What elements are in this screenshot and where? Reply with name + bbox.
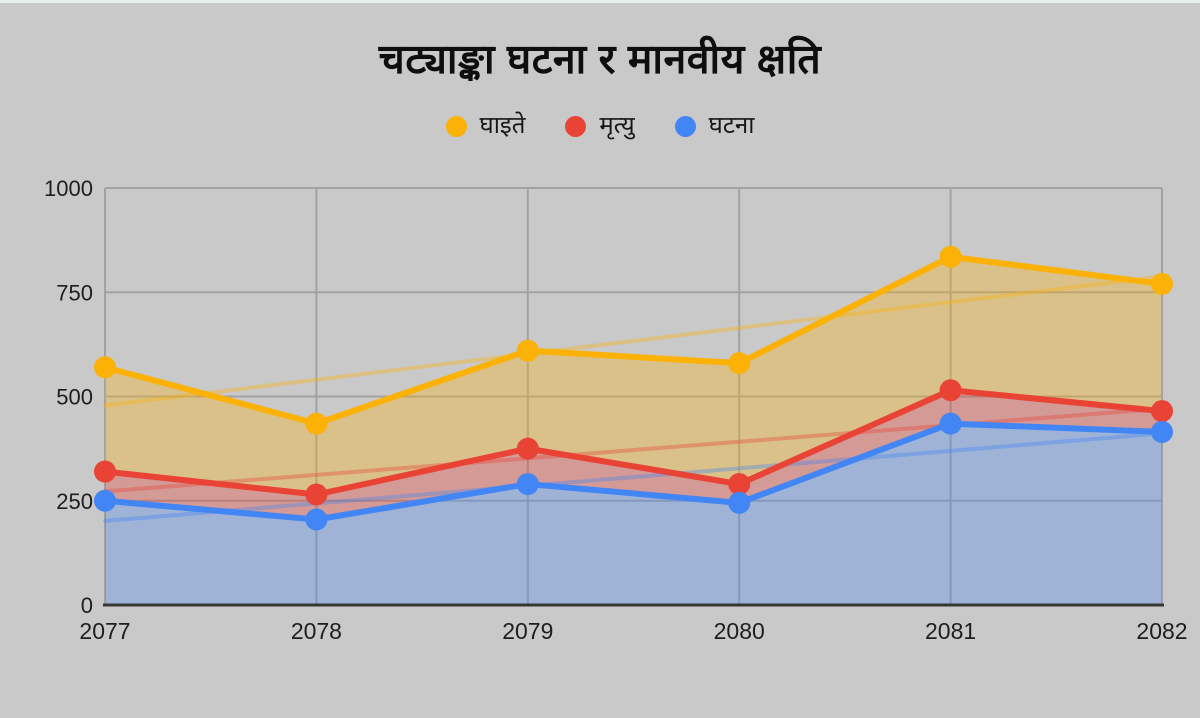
x-tick-label: 2079	[502, 618, 553, 644]
legend-swatch-icon	[674, 115, 696, 137]
legend-item-2: मृत्यु	[565, 112, 635, 139]
data-point	[516, 473, 539, 496]
x-axis-labels: 2077 2078 2079 2080 2081 2082	[79, 618, 1187, 644]
data-point	[94, 489, 116, 512]
data-point	[1151, 272, 1173, 295]
y-tick-label: 0	[81, 593, 93, 618]
data-point	[305, 483, 328, 506]
x-tick-label: 2078	[291, 618, 342, 644]
x-tick-label: 2082	[1136, 618, 1187, 644]
data-point	[1151, 400, 1173, 423]
area-band-2	[105, 390, 1162, 520]
y-tick-label: 250	[56, 489, 93, 514]
series-3	[94, 412, 1173, 531]
chart-title: चट्याङ्का घटना र मानवीय क्षति	[378, 36, 822, 82]
legend-item-3: घटना	[674, 112, 755, 139]
data-point	[939, 412, 962, 435]
data-point	[305, 508, 328, 531]
trendline-series-3	[103, 431, 1164, 523]
x-tick-label: 2080	[714, 618, 765, 644]
area-band-3	[105, 423, 1162, 605]
data-point	[939, 245, 962, 268]
area-band-1	[105, 256, 1162, 495]
series-2	[94, 379, 1173, 506]
series-1	[94, 245, 1173, 435]
legend-item-1: घाइते	[445, 112, 526, 139]
y-axis-labels: 0 250 500 750 1000	[44, 176, 93, 618]
top-edge-strip	[0, 0, 1200, 3]
y-tick-label: 750	[56, 280, 93, 305]
y-tick-label: 1000	[44, 176, 93, 201]
data-point	[728, 352, 751, 375]
legend-swatch-icon	[565, 115, 587, 137]
legend-swatch-icon	[445, 115, 467, 137]
y-tick-label: 500	[56, 385, 93, 410]
series-line-2	[102, 387, 1165, 498]
series-line-1	[102, 253, 1165, 427]
trendline-series-1	[103, 274, 1164, 408]
data-point	[94, 460, 116, 483]
data-point	[516, 437, 539, 460]
legend-label: मृत्यु	[599, 112, 635, 139]
data-point	[728, 473, 751, 496]
data-point	[94, 356, 116, 379]
chart-legend: घाइते मृत्यु घटना	[0, 114, 1200, 138]
x-tick-label: 2081	[925, 618, 976, 644]
area-bands	[105, 256, 1162, 605]
data-point	[728, 491, 751, 514]
legend-label: घटना	[708, 112, 755, 139]
legend-label: घाइते	[479, 112, 526, 139]
data-point	[305, 412, 328, 435]
data-point	[516, 339, 539, 362]
data-point	[939, 379, 962, 402]
x-tick-label: 2077	[79, 618, 130, 644]
data-point	[1151, 420, 1173, 443]
series-line-3	[102, 420, 1165, 523]
